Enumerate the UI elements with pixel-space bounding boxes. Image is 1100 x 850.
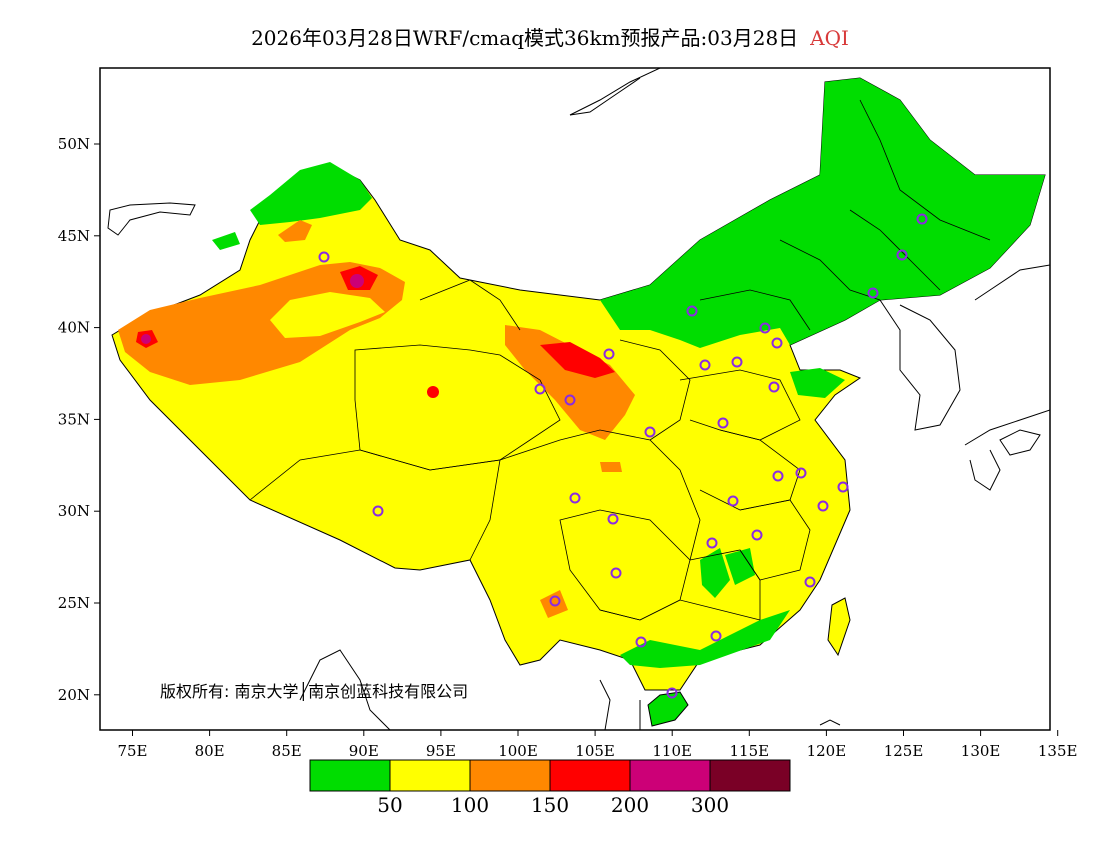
station-marker: [717, 417, 729, 429]
x-tick-label: 135E: [1038, 742, 1078, 760]
neighbor-coastlines: [107, 68, 1050, 730]
station-marker: [795, 467, 807, 479]
x-axis: 75E 80E 85E 90E 95E 100E 105E 110E 115E 120E 125E 1…: [117, 730, 1077, 760]
station-marker: [751, 529, 763, 541]
station-marker: [727, 495, 739, 507]
legend-label: 300: [691, 793, 729, 817]
station-marker: [534, 383, 546, 395]
x-tick-label: 120E: [807, 742, 847, 760]
x-tick-label: 85E: [272, 742, 302, 760]
x-tick-label: 100E: [498, 742, 538, 760]
station-marker: [666, 687, 678, 699]
aqi-zone-green-s2: [700, 548, 730, 598]
map-title: 2026年03月28日WRF/cmaq模式36km预报产品:03月28日 AQI: [0, 22, 1100, 51]
y-tick-label: 30N: [58, 502, 90, 520]
station-marker: [699, 359, 711, 371]
map-frame: [99, 67, 1051, 731]
legend-swatch: [629, 759, 711, 792]
station-marker: [318, 251, 330, 263]
station-marker: [610, 567, 622, 579]
station-marker: [710, 630, 722, 642]
legend-label: 200: [611, 793, 649, 817]
aqi-zone-red-qinghai: [427, 386, 439, 398]
x-tick-label: 110E: [652, 742, 692, 760]
x-tick-label: 75E: [117, 742, 147, 760]
title-main: 2026年03月28日WRF/cmaq模式36km预报产品:03月28日: [251, 26, 799, 50]
station-marker: [564, 394, 576, 406]
x-tick-label: 130E: [961, 742, 1001, 760]
taiwan-island: [827, 597, 851, 657]
title-variable: AQI: [810, 26, 849, 50]
station-marker: [817, 500, 829, 512]
aqi-zone-orange-nw: [278, 220, 312, 242]
station-marker: [644, 426, 656, 438]
station-marker: [731, 356, 743, 368]
x-tick-label: 125E: [884, 742, 924, 760]
legend-swatch: [389, 759, 471, 792]
station-marker: [768, 381, 780, 393]
aqi-zone-orange-gansu: [505, 325, 635, 440]
station-markers: [318, 213, 928, 699]
y-axis: 50N 45N 40N 35N 30N 25N 20N: [58, 135, 100, 704]
y-tick-label: 35N: [58, 410, 90, 428]
legend-label: 100: [451, 793, 489, 817]
aqi-zone-orange-south: [540, 590, 568, 618]
y-tick-label: 40N: [58, 319, 90, 337]
aqi-zone-yellow-tarim-inner: [270, 292, 385, 338]
aqi-zone-green-nw2: [212, 232, 240, 250]
x-tick-label: 90E: [349, 742, 379, 760]
y-tick-label: 50N: [58, 135, 90, 153]
aqi-zone-red-gansu: [540, 342, 615, 378]
province-boundaries: [249, 99, 991, 621]
station-marker: [837, 481, 849, 493]
x-tick-label: 105E: [575, 742, 615, 760]
station-marker: [569, 492, 581, 504]
aqi-zone-green-nw: [250, 162, 372, 225]
map-content: [107, 68, 1050, 730]
aqi-zone-orange-small: [600, 462, 622, 472]
x-tick-label: 115E: [730, 742, 770, 760]
station-marker: [706, 537, 718, 549]
station-marker: [772, 470, 784, 482]
legend: 50 100 150 200 300: [309, 759, 791, 817]
hainan-island: [647, 691, 689, 727]
y-tick-label: 25N: [58, 594, 90, 612]
legend-swatch: [469, 759, 551, 792]
station-marker: [686, 305, 698, 317]
y-tick-label: 45N: [58, 227, 90, 245]
aqi-zone-green-s1: [620, 610, 790, 668]
station-marker: [607, 513, 619, 525]
aqi-zone-green-ne: [600, 78, 1045, 348]
legend-swatch: [549, 759, 631, 792]
x-tick-label: 95E: [426, 742, 456, 760]
station-marker: [759, 322, 771, 334]
station-marker: [549, 595, 561, 607]
aqi-zone-green-e: [790, 368, 845, 398]
legend-swatch: [309, 759, 391, 792]
legend-label: 50: [377, 793, 402, 817]
x-tick-label: 80E: [195, 742, 225, 760]
station-marker: [635, 636, 647, 648]
y-tick-label: 20N: [58, 686, 90, 704]
legend-swatch: [709, 759, 791, 792]
aqi-zone-magenta-1: [350, 274, 364, 288]
station-marker: [804, 576, 816, 588]
aqi-zone-magenta-2: [141, 334, 151, 344]
station-marker: [372, 505, 384, 517]
station-marker: [916, 213, 928, 225]
legend-label: 150: [531, 793, 569, 817]
station-marker: [867, 287, 879, 299]
station-marker: [771, 337, 783, 349]
copyright-text: 版权所有: 南京大学│南京创蓝科技有限公司: [160, 681, 468, 701]
aqi-zone-green-s3: [725, 548, 755, 585]
station-marker: [896, 249, 908, 261]
station-marker: [603, 348, 615, 360]
